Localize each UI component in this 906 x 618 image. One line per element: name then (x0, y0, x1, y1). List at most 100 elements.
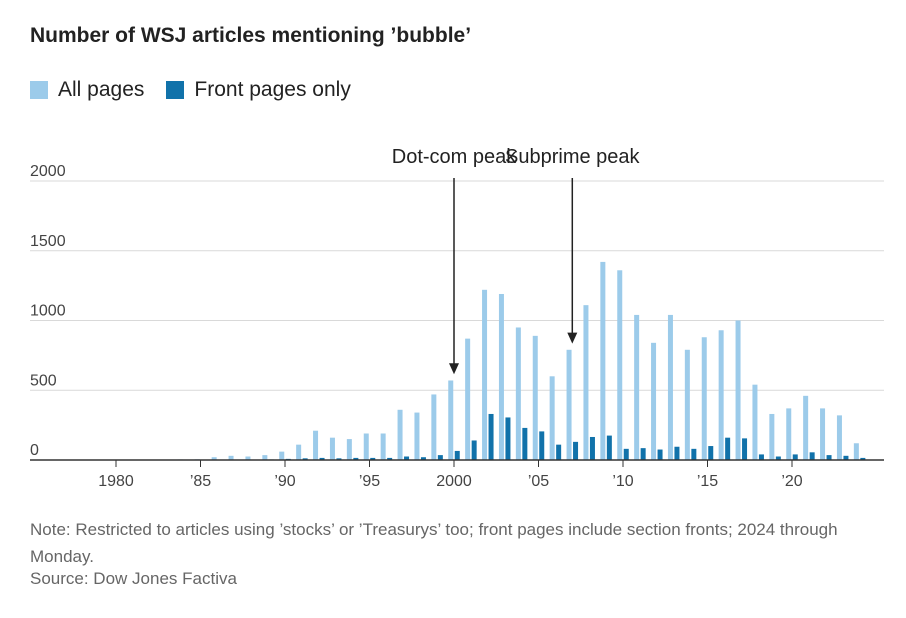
bar-front-pages (471, 440, 477, 460)
bar-front-pages (758, 454, 764, 460)
legend-swatch-front-pages (166, 81, 185, 99)
chart-source: Source: Dow Jones Factiva (30, 569, 237, 588)
bar-all-pages (532, 335, 538, 460)
bar-all-pages (515, 327, 521, 460)
bar-all-pages (667, 314, 673, 460)
x-tick-label: ’05 (528, 473, 549, 490)
bar-all-pages (313, 430, 319, 460)
bar-all-pages (465, 338, 471, 460)
x-tick-label: ’10 (612, 473, 633, 490)
bar-all-pages (651, 342, 657, 460)
legend-swatch-all-pages (30, 81, 48, 99)
bar-front-pages (556, 444, 562, 460)
bar-all-pages (482, 289, 488, 460)
bar-all-pages (701, 337, 707, 460)
legend-label-front-pages: Front pages only (194, 78, 351, 101)
bar-all-pages (803, 395, 809, 460)
bar-front-pages (623, 448, 629, 460)
bar-all-pages (245, 456, 251, 460)
bar-all-pages (363, 433, 369, 460)
y-tick-label: 2000 (30, 163, 66, 180)
bar-front-pages (319, 457, 325, 460)
annotation-arrow-head (567, 332, 578, 344)
bar-front-pages (742, 438, 748, 460)
annotation-arrow-head (449, 363, 459, 375)
grid-lines (30, 180, 884, 391)
bar-front-pages (640, 448, 646, 460)
chart-note: Note: Restricted to articles using ’stoc… (30, 520, 838, 566)
annotation-label: Subprime peak (505, 146, 641, 168)
bar-all-pages (853, 443, 859, 460)
bar-front-pages (353, 457, 359, 460)
bar-front-pages (437, 455, 443, 460)
bar-all-pages (211, 457, 217, 460)
legend: All pages Front pages only (30, 78, 373, 102)
bar-front-pages (336, 458, 342, 460)
bar-front-pages (454, 450, 460, 460)
bar-front-pages (708, 446, 714, 460)
y-tick-label: 0 (30, 442, 39, 459)
bar-front-pages (420, 457, 426, 460)
bar-all-pages (583, 305, 589, 460)
bar-front-pages (691, 448, 697, 460)
legend-item-front-pages: Front pages only (166, 78, 351, 102)
bar-all-pages (346, 439, 352, 460)
bar-all-pages (448, 380, 454, 460)
bar-front-pages (809, 452, 815, 460)
bar-all-pages (769, 413, 775, 460)
bars (42, 261, 866, 460)
annotation-label: Dot-com peak (392, 146, 517, 168)
bar-front-pages (387, 457, 393, 460)
bar-all-pages (549, 376, 555, 460)
bar-front-pages (860, 457, 866, 460)
y-axis-ticks: 0 500 1000 1500 2000 (30, 163, 66, 459)
bar-front-pages (775, 456, 781, 460)
bar-all-pages (397, 409, 403, 460)
bar-all-pages (414, 412, 420, 460)
bar-all-pages (752, 384, 758, 460)
x-axis: 1980 ’85 ’90 ’95 2000 ’05 ’10 ’15 ’20 (30, 459, 884, 490)
chart-title: Number of WSJ articles mentioning ’bubbl… (30, 24, 472, 47)
bar-front-pages (606, 435, 612, 460)
y-tick-label: 1500 (30, 233, 66, 250)
bar-front-pages (674, 446, 680, 460)
bar-all-pages (329, 437, 335, 460)
bar-all-pages (836, 415, 842, 460)
legend-label-all-pages: All pages (58, 78, 145, 101)
x-tick-label: ’95 (359, 473, 380, 490)
bar-all-pages (684, 349, 690, 460)
bar-front-pages (826, 455, 832, 460)
bar-front-pages (302, 458, 308, 460)
bar-front-pages (522, 427, 528, 460)
y-tick-label: 500 (30, 372, 57, 389)
bar-all-pages (262, 455, 268, 460)
bar-front-pages (573, 441, 579, 460)
bar-all-pages (786, 408, 792, 460)
x-tick-label: ’85 (190, 473, 211, 490)
bar-front-pages (539, 431, 545, 460)
x-tick-label: ’20 (781, 473, 802, 490)
bar-front-pages (725, 437, 731, 460)
x-tick-label: 2000 (436, 473, 472, 490)
bar-all-pages (380, 433, 386, 460)
bar-all-pages (566, 349, 572, 460)
bar-all-pages (431, 394, 437, 460)
bar-all-pages (617, 270, 623, 460)
bar-all-pages (718, 330, 724, 460)
bar-front-pages (843, 455, 849, 460)
bar-all-pages (735, 320, 741, 460)
x-tick-label: ’15 (697, 473, 718, 490)
legend-item-all-pages: All pages (30, 78, 144, 102)
bar-all-pages (279, 451, 285, 460)
bar-all-pages (498, 293, 504, 460)
y-tick-label: 1000 (30, 303, 66, 320)
bar-all-pages (820, 408, 826, 460)
bar-front-pages (370, 457, 376, 460)
bar-front-pages (404, 456, 410, 460)
bar-front-pages (657, 449, 663, 460)
bar-all-pages (296, 444, 302, 460)
bar-front-pages (488, 413, 494, 460)
bar-front-pages (792, 454, 798, 460)
